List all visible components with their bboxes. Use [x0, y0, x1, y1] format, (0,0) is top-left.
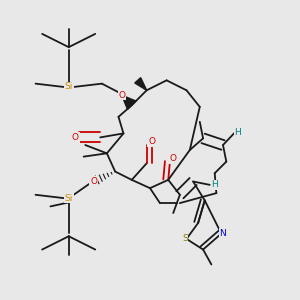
Text: Si: Si: [64, 82, 73, 91]
Text: H: H: [211, 180, 218, 189]
Text: O: O: [148, 137, 155, 146]
Text: N: N: [220, 229, 226, 238]
Text: O: O: [118, 91, 125, 100]
Polygon shape: [135, 78, 147, 90]
Text: O: O: [90, 177, 97, 186]
Text: O: O: [169, 154, 176, 163]
Polygon shape: [122, 95, 136, 110]
Text: O: O: [72, 133, 79, 142]
Text: Si: Si: [64, 194, 73, 202]
Text: H: H: [235, 128, 241, 137]
Text: S: S: [182, 234, 188, 243]
